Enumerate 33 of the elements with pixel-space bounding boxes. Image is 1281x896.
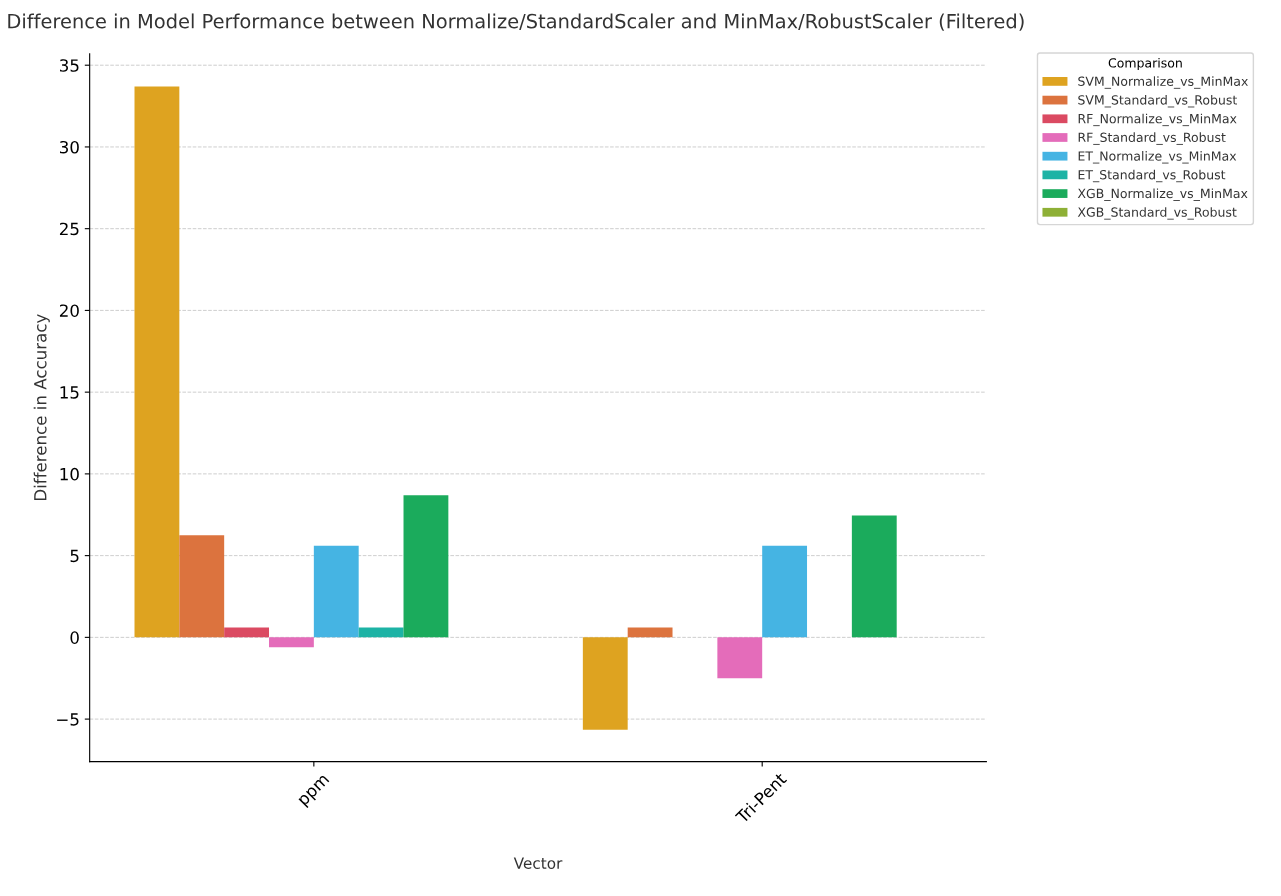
y-tick-label: 5: [70, 549, 79, 563]
y-tick-label: 25: [59, 222, 79, 236]
y-tick-label: 20: [59, 304, 79, 317]
y-axis-title: Difference in Accuracy: [33, 314, 50, 501]
y-tick-label: 0: [70, 631, 79, 644]
y-tick-label: 10: [60, 467, 79, 481]
bar: [313, 545, 359, 638]
legend-label: SVM_Normalize_vs_MinMax: [1078, 76, 1248, 89]
y-tick-label: 15: [60, 386, 79, 399]
bar: [851, 515, 897, 638]
chart-title: Difference in Model Performance between Normalize/StandardScaler and MinMax/RobustScaler (Filtered): [8, 13, 1024, 31]
bar: [134, 86, 180, 638]
y-tick-label: 30: [60, 140, 79, 154]
legend-label: XGB_Standard_vs_Robust: [1077, 207, 1237, 220]
y-tick-label: 35: [60, 59, 79, 72]
legend-label: SVM_Standard_vs_Robust: [1078, 94, 1237, 108]
legend-title: Comparison: [1108, 57, 1182, 71]
bar: [582, 637, 628, 730]
bar: [627, 627, 673, 638]
bar: [403, 495, 449, 638]
legend-label: RF_Standard_vs_Robust: [1078, 132, 1226, 145]
bar: [179, 535, 225, 638]
legend-label: RF_Normalize_vs_MinMax: [1078, 113, 1237, 127]
bar: [269, 637, 314, 648]
bar: [762, 545, 808, 638]
y-tick-label: −5: [57, 713, 79, 726]
bar: [358, 627, 404, 638]
bar: [717, 637, 763, 679]
bar: [224, 627, 270, 638]
x-axis-title: Vector: [513, 857, 563, 869]
legend-label: XGB_Normalize_vs_MinMax: [1077, 188, 1248, 201]
legend-label: ET_Standard_vs_Robust: [1078, 169, 1226, 183]
legend-label: ET_Normalize_vs_MinMax: [1078, 151, 1237, 164]
